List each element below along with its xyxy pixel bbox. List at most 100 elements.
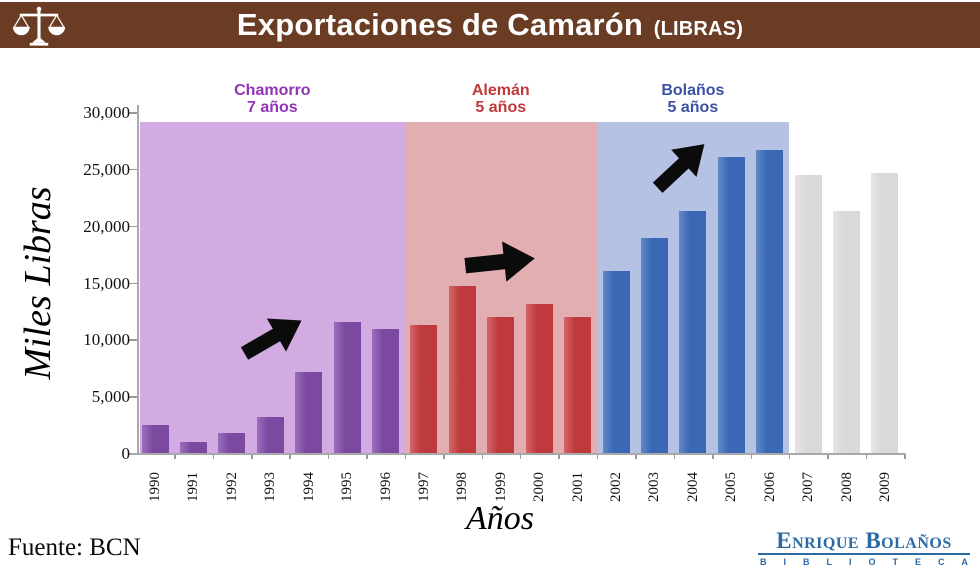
x-tick-label-2009: 2009 xyxy=(876,472,893,502)
y-tick-label: 10,000 xyxy=(83,330,130,350)
x-tick-label-2008: 2008 xyxy=(838,472,855,502)
x-axis-title: Años xyxy=(466,500,534,537)
logo-name: Enrique Bolaños xyxy=(758,529,970,555)
x-axis-line xyxy=(131,453,907,455)
y-axis-line xyxy=(137,105,139,454)
x-tick-label-1992: 1992 xyxy=(223,472,240,502)
x-tick-label-1996: 1996 xyxy=(377,472,394,502)
y-tick xyxy=(129,225,137,228)
period-duration: 7 años xyxy=(247,99,298,116)
x-tick xyxy=(673,453,676,459)
x-tick-label-2004: 2004 xyxy=(684,472,701,502)
y-tick-label: 25,000 xyxy=(83,159,130,179)
logo-letter: B xyxy=(802,557,810,567)
x-tick xyxy=(750,453,752,459)
period-name: Alemán xyxy=(471,82,530,99)
source-note: Fuente: BCN xyxy=(8,534,141,561)
bar-2006 xyxy=(756,150,784,453)
x-tick-label-1991: 1991 xyxy=(185,472,202,502)
y-tick xyxy=(129,168,137,171)
bar-1999 xyxy=(487,317,515,453)
logo-letter: B xyxy=(760,557,767,567)
x-tick xyxy=(443,453,445,459)
y-tick-label: 0 xyxy=(121,444,131,463)
logo-letter: E xyxy=(914,557,921,567)
x-tick-label-2003: 2003 xyxy=(646,472,663,502)
bar-1997 xyxy=(410,325,438,453)
x-tick-label-2006: 2006 xyxy=(761,472,778,502)
bar-1992 xyxy=(218,433,246,453)
bar-2004 xyxy=(679,211,707,453)
y-tick xyxy=(129,112,137,114)
x-tick-label-2007: 2007 xyxy=(800,472,817,502)
page-title: Exportaciones de Camarón (LIBRAS) xyxy=(237,7,743,43)
period-label-bolaños: Bolaños 5 años xyxy=(557,82,829,116)
y-tick xyxy=(129,282,137,284)
x-tick-label-1999: 1999 xyxy=(492,472,509,502)
x-tick-label-1997: 1997 xyxy=(415,472,432,502)
bar-1996 xyxy=(372,329,400,453)
bar-1991 xyxy=(179,442,207,453)
bar-2005 xyxy=(717,157,745,453)
bar-1993 xyxy=(256,417,284,453)
y-tick xyxy=(129,339,137,341)
x-tick xyxy=(174,453,176,459)
bar-2008 xyxy=(833,211,861,453)
bar-1994 xyxy=(295,372,323,453)
x-tick xyxy=(251,453,253,459)
bar-2000 xyxy=(525,304,553,453)
x-tick xyxy=(481,453,484,459)
period-label-alemán: Alemán 5 años xyxy=(365,82,637,116)
period-name: Bolaños xyxy=(661,82,725,99)
x-tick xyxy=(366,453,368,459)
logo-letter: I xyxy=(783,557,786,567)
y-tick-label: 15,000 xyxy=(83,273,130,293)
trend-arrow-icon xyxy=(643,128,720,204)
y-tick-label: 30,000 xyxy=(83,103,130,122)
y-tick-label: 20,000 xyxy=(83,216,130,236)
enrique-bolanos-biblioteca-logo: Enrique Bolaños B I B L I O T E C A xyxy=(758,529,970,567)
period-label-chamorro: Chamorro 7 años xyxy=(100,82,445,116)
bar-2003 xyxy=(640,238,668,453)
title-bar: Exportaciones de Camarón (LIBRAS) xyxy=(0,2,980,48)
x-tick xyxy=(289,453,291,459)
x-tick-label-2001: 2001 xyxy=(569,472,586,502)
logo-letter: A xyxy=(961,557,968,567)
trend-arrow-icon xyxy=(233,301,312,372)
x-tick xyxy=(788,453,791,459)
bar-2002 xyxy=(602,271,630,453)
x-tick xyxy=(596,453,599,459)
x-tick xyxy=(558,453,560,459)
bar-2007 xyxy=(794,175,822,453)
x-tick-label-1990: 1990 xyxy=(147,472,163,502)
x-tick xyxy=(865,453,868,459)
title-main: Exportaciones de Camarón xyxy=(236,7,644,42)
x-tick-label-1993: 1993 xyxy=(262,472,279,502)
logo-letter: I xyxy=(848,557,852,567)
x-tick xyxy=(327,453,330,459)
logo-letter: L xyxy=(826,557,832,567)
bar-2009 xyxy=(871,173,899,453)
x-tick-label-1998: 1998 xyxy=(454,472,471,502)
trend-arrow-icon xyxy=(463,235,537,288)
y-tick-label: 5,000 xyxy=(91,387,130,407)
period-duration: 5 años xyxy=(667,99,719,116)
x-tick xyxy=(404,453,407,459)
period-name: Chamorro xyxy=(234,82,311,99)
x-tick-label-2000: 2000 xyxy=(531,472,548,502)
x-tick xyxy=(827,453,829,459)
period-band-chamorro xyxy=(140,122,405,453)
x-tick xyxy=(712,453,714,459)
x-tick xyxy=(519,453,522,459)
bar-1995 xyxy=(333,322,361,453)
title-sub: (LIBRAS) xyxy=(653,18,744,40)
bar-1998 xyxy=(448,286,476,453)
scales-of-justice-icon xyxy=(8,6,70,46)
bar-2001 xyxy=(564,317,592,453)
period-duration: 5 años xyxy=(475,99,527,116)
x-tick-label-1994: 1994 xyxy=(300,472,317,502)
bar-1990 xyxy=(141,425,169,453)
x-tick xyxy=(904,453,906,459)
